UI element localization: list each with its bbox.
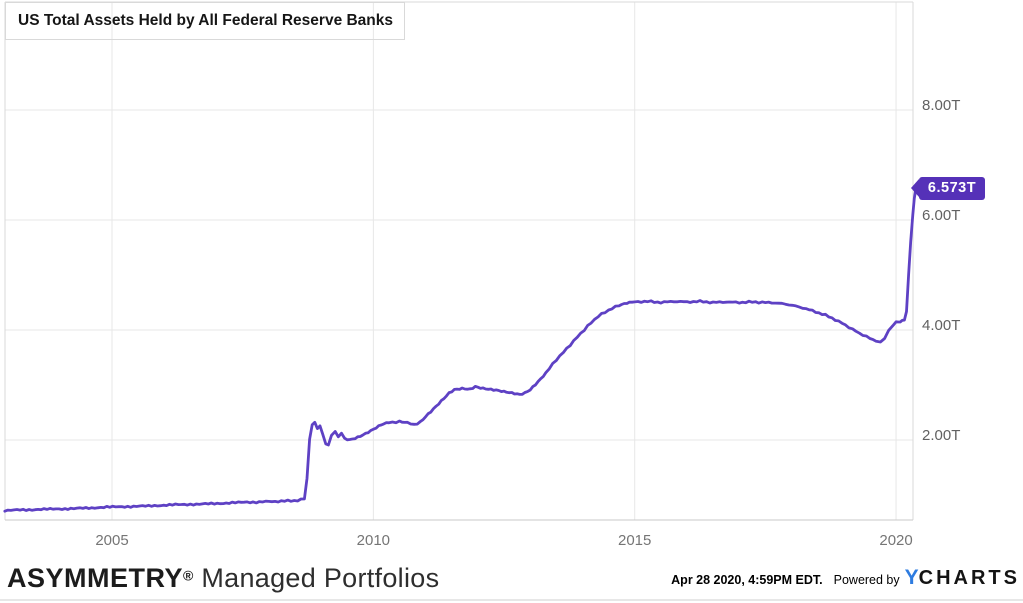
fed-assets-line-series (3, 187, 918, 513)
last-value-badge: 6.573T (918, 176, 986, 200)
x-tick-label: 2020 (879, 532, 913, 549)
y-tick-label: 4.00T (922, 317, 961, 334)
bottom-divider (0, 599, 1023, 601)
x-tick-label: 2010 (356, 532, 391, 549)
y-tick-label: 6.00T (922, 207, 961, 224)
brand-footer: ASYMMETRY® Managed Portfolios (7, 563, 439, 594)
registered-mark: ® (183, 567, 194, 584)
x-tick-label: 2005 (95, 532, 129, 549)
brand-name: ASYMMETRY (7, 563, 184, 593)
powered-by-label: Powered by (833, 573, 900, 587)
y-tick-label: 8.00T (922, 97, 961, 114)
x-tick-label: 2015 (618, 532, 652, 549)
ycharts-logo: Y (904, 566, 919, 589)
y-tick-label: 2.00T (922, 427, 961, 444)
chart-timestamp: Apr 28 2020, 4:59PM EDT. (671, 573, 823, 587)
ycharts-wordmark: CHARTS (918, 567, 1020, 589)
chart-title: US Total Assets Held by All Federal Rese… (5, 2, 405, 40)
attribution-footer: Apr 28 2020, 4:59PM EDT. Powered by Y CH… (671, 566, 1020, 590)
brand-tagline: Managed Portfolios (201, 563, 440, 593)
